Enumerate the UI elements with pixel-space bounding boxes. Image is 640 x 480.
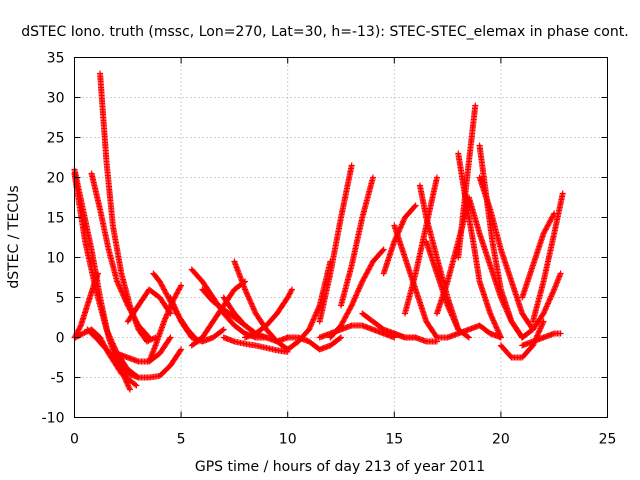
data-point — [347, 303, 354, 310]
data-series — [519, 330, 564, 349]
data-series — [519, 270, 564, 341]
x-tick-label: 15 — [385, 432, 403, 448]
data-series — [284, 334, 344, 353]
data-point — [540, 318, 547, 325]
data-point — [77, 323, 84, 330]
data-series — [401, 174, 440, 317]
data-series — [338, 174, 376, 309]
y-tick-label: 20 — [47, 171, 65, 187]
data-point — [167, 334, 174, 341]
grid — [74, 57, 608, 418]
data-point — [146, 334, 153, 341]
data-point — [379, 247, 386, 254]
data-point — [145, 333, 152, 340]
data-point — [369, 174, 376, 181]
y-tick-label: 10 — [47, 251, 65, 267]
x-tick-label: 0 — [70, 432, 79, 448]
data-series — [84, 326, 185, 381]
data-point — [219, 327, 226, 334]
data-point — [288, 287, 295, 294]
data-point — [412, 202, 419, 209]
x-tick-label: 10 — [279, 432, 297, 448]
data-point — [338, 334, 344, 341]
data-point — [497, 334, 504, 341]
data-point — [433, 338, 440, 345]
y-tick-label: 25 — [47, 131, 65, 147]
data-point — [411, 203, 418, 210]
data-series — [242, 286, 295, 341]
data-series — [519, 210, 558, 301]
data-series — [231, 258, 291, 353]
y-tick-label: 35 — [47, 51, 65, 67]
data-points — [71, 70, 566, 393]
data-point — [433, 174, 440, 181]
y-tick-label: 15 — [47, 211, 65, 227]
data-point — [166, 309, 173, 316]
data-point — [559, 190, 566, 197]
data-point — [177, 347, 184, 354]
data-series — [433, 322, 504, 341]
data-point — [336, 335, 343, 342]
data-series — [114, 334, 174, 365]
data-point — [220, 326, 227, 333]
data-point — [464, 333, 471, 340]
data-point — [288, 286, 295, 293]
data-point — [167, 310, 174, 317]
data-point — [78, 331, 85, 338]
data-point — [178, 346, 185, 353]
y-tick-label: 30 — [47, 91, 65, 107]
data-series — [476, 174, 536, 333]
data-point — [557, 270, 564, 277]
x-tick-label: 20 — [492, 432, 510, 448]
data-point — [133, 382, 140, 389]
x-tick-label: 25 — [599, 432, 617, 448]
data-series — [188, 266, 270, 341]
y-axis-label: dSTEC / TECUs — [6, 185, 22, 288]
chart-title: dSTEC Iono. truth (mssc, Lon=270, Lat=30… — [21, 24, 628, 40]
y-tick-label: 0 — [56, 331, 65, 347]
data-point — [178, 282, 185, 289]
data-point — [177, 283, 184, 290]
x-axis-label: GPS time / hours of day 213 of year 2011 — [195, 459, 485, 475]
plot-frame — [74, 57, 608, 418]
data-point — [465, 334, 472, 341]
data-point — [132, 381, 139, 388]
y-tick-label: -10 — [42, 411, 65, 427]
y-tick-label: 5 — [56, 291, 65, 307]
data-series — [88, 170, 153, 341]
data-point — [126, 386, 133, 393]
data-point — [348, 162, 355, 169]
data-series — [316, 162, 355, 325]
data-series — [455, 102, 479, 261]
data-series — [124, 286, 174, 325]
data-series — [316, 322, 398, 341]
data-series — [71, 270, 101, 341]
data-point — [166, 335, 173, 342]
data-series — [391, 330, 440, 345]
data-point — [380, 246, 387, 253]
data-series — [465, 194, 526, 341]
axis-ticks: 0 5 10 15 20 25 -10 -5 0 5 10 15 20 25 30 35 — [42, 51, 617, 448]
data-series — [529, 190, 566, 325]
data-series — [380, 202, 419, 277]
data-point — [472, 102, 479, 109]
data-point — [94, 270, 101, 277]
data-point — [557, 330, 564, 337]
x-tick-label: 5 — [177, 432, 186, 448]
y-tick-label: -5 — [51, 371, 65, 387]
